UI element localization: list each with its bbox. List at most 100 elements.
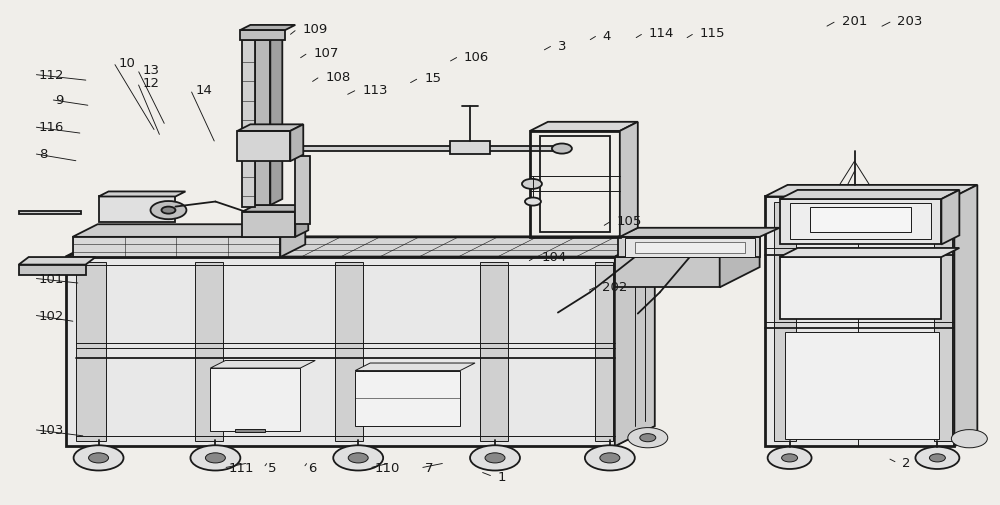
Polygon shape	[242, 206, 308, 212]
Text: 13: 13	[142, 64, 159, 77]
Polygon shape	[615, 237, 760, 258]
Text: 2: 2	[902, 457, 911, 470]
Circle shape	[951, 430, 987, 448]
Circle shape	[782, 454, 798, 462]
Circle shape	[190, 445, 240, 471]
Polygon shape	[290, 125, 303, 162]
Text: 203: 203	[897, 15, 923, 28]
Circle shape	[74, 445, 124, 471]
Polygon shape	[450, 142, 490, 155]
Polygon shape	[780, 199, 941, 245]
Polygon shape	[99, 197, 175, 222]
Polygon shape	[19, 258, 96, 265]
Text: 110: 110	[374, 462, 400, 475]
Polygon shape	[790, 203, 931, 240]
Polygon shape	[765, 185, 977, 197]
Text: 112: 112	[39, 69, 64, 82]
Polygon shape	[780, 190, 959, 199]
Text: 202: 202	[602, 280, 627, 293]
Polygon shape	[19, 265, 86, 275]
Polygon shape	[530, 123, 638, 132]
Text: 115: 115	[700, 27, 725, 40]
Polygon shape	[355, 363, 475, 371]
Text: 201: 201	[842, 15, 867, 28]
Text: 103: 103	[39, 423, 64, 436]
Polygon shape	[618, 228, 780, 237]
Polygon shape	[780, 248, 959, 258]
Text: 104: 104	[542, 250, 567, 263]
Polygon shape	[242, 212, 295, 237]
Polygon shape	[280, 225, 305, 258]
Polygon shape	[720, 237, 760, 288]
Polygon shape	[210, 361, 315, 368]
Polygon shape	[620, 123, 638, 237]
Circle shape	[585, 445, 635, 471]
Text: 107: 107	[313, 47, 339, 60]
Circle shape	[552, 144, 572, 155]
Text: 14: 14	[195, 84, 212, 97]
Circle shape	[768, 447, 812, 469]
Text: 5: 5	[268, 462, 277, 475]
Text: 10: 10	[119, 57, 135, 70]
Polygon shape	[66, 258, 615, 446]
Text: 109: 109	[302, 23, 328, 36]
Text: 1: 1	[498, 470, 507, 483]
Text: 8: 8	[39, 148, 47, 161]
Circle shape	[150, 201, 186, 220]
Polygon shape	[66, 237, 655, 258]
Polygon shape	[615, 258, 720, 288]
Polygon shape	[785, 332, 939, 439]
Text: 4: 4	[603, 29, 611, 42]
Polygon shape	[255, 41, 270, 206]
Polygon shape	[290, 147, 560, 152]
Polygon shape	[235, 429, 265, 432]
Text: 101: 101	[39, 272, 64, 285]
Polygon shape	[765, 197, 954, 446]
Circle shape	[161, 207, 175, 214]
Circle shape	[628, 428, 668, 448]
Polygon shape	[99, 192, 185, 197]
Polygon shape	[66, 237, 655, 258]
Polygon shape	[941, 190, 959, 245]
Polygon shape	[625, 238, 755, 258]
Bar	[76, 263, 106, 441]
Polygon shape	[270, 35, 282, 206]
Polygon shape	[240, 26, 295, 31]
Text: 108: 108	[325, 71, 350, 84]
Text: 114: 114	[649, 27, 674, 40]
Circle shape	[348, 453, 368, 463]
Circle shape	[485, 453, 505, 463]
Bar	[195, 263, 223, 441]
Circle shape	[640, 434, 656, 442]
Text: 12: 12	[142, 77, 159, 90]
Text: 116: 116	[39, 121, 64, 134]
Circle shape	[522, 179, 542, 189]
Polygon shape	[73, 237, 280, 258]
Bar	[480, 263, 508, 441]
Text: 15: 15	[424, 72, 441, 85]
Text: 9: 9	[56, 94, 64, 107]
Text: 7: 7	[425, 462, 434, 475]
Bar	[934, 202, 952, 441]
Polygon shape	[73, 225, 305, 237]
Circle shape	[333, 445, 383, 471]
Circle shape	[915, 447, 959, 469]
Polygon shape	[780, 258, 941, 319]
Polygon shape	[210, 368, 300, 431]
Polygon shape	[295, 206, 308, 237]
Text: 105: 105	[617, 215, 642, 228]
Bar	[335, 263, 363, 441]
Polygon shape	[240, 31, 285, 41]
Polygon shape	[810, 207, 911, 232]
Text: 6: 6	[308, 462, 317, 475]
Text: 113: 113	[362, 84, 388, 97]
Circle shape	[525, 198, 541, 206]
Polygon shape	[295, 157, 310, 225]
Polygon shape	[635, 242, 745, 254]
Polygon shape	[615, 237, 655, 446]
Bar	[774, 202, 796, 441]
Bar	[595, 263, 613, 441]
Circle shape	[600, 453, 620, 463]
Polygon shape	[618, 237, 760, 258]
Polygon shape	[237, 132, 290, 162]
